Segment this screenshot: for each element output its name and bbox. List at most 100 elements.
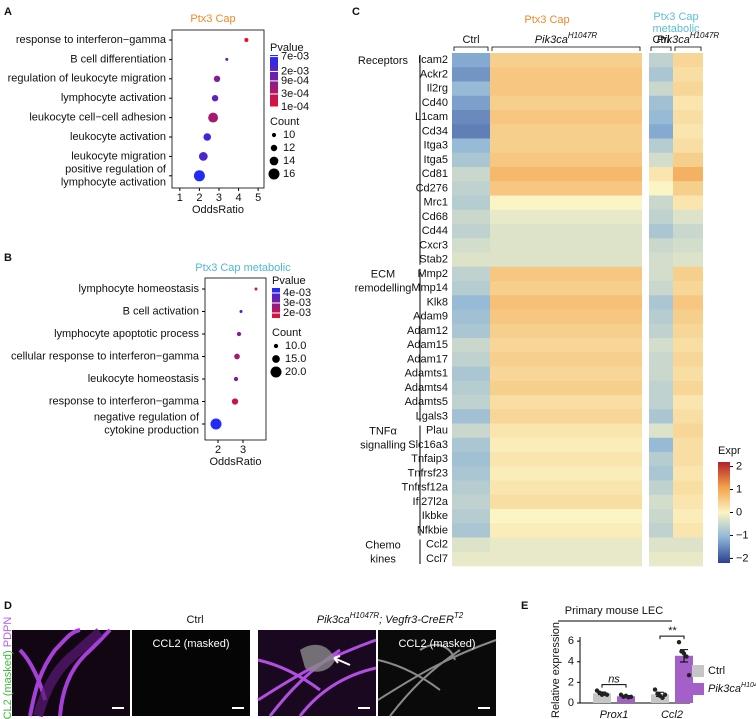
- bracket: [453, 46, 489, 51]
- heat-cell: [649, 209, 673, 225]
- data-point: [676, 639, 682, 645]
- heat-cell: [452, 437, 490, 453]
- bar: [593, 693, 611, 703]
- heat-cell: [490, 124, 642, 139]
- size-label: 16: [283, 168, 295, 180]
- gene-label: Adam15: [407, 339, 448, 351]
- heat-cell: [673, 53, 703, 68]
- gene-label: Cxcr3: [419, 239, 448, 251]
- data-point: [662, 692, 668, 697]
- term-label: positive regulation of lymphocyte activat…: [61, 163, 167, 188]
- panel-label: E: [521, 600, 528, 612]
- size-key: [272, 355, 280, 363]
- gene-label: Ccl2: [426, 539, 448, 551]
- heat-cell: [673, 338, 703, 353]
- heat-cell: [649, 494, 673, 510]
- heat-cell: [490, 138, 642, 154]
- heat-cell: [673, 466, 703, 481]
- heat-cell: [490, 53, 642, 68]
- heat-cell: [490, 352, 642, 367]
- y-tick-label: 6: [568, 635, 574, 647]
- data-point: [628, 694, 634, 700]
- gene-label: Cd44: [422, 225, 448, 237]
- label-line: lymphocyte activation: [61, 176, 166, 188]
- gene-label: Plau: [426, 425, 448, 437]
- gene-label: Ccl7: [426, 553, 448, 565]
- heat-cell: [490, 309, 642, 325]
- gene-label: Adam12: [407, 325, 448, 337]
- heat-cell: [490, 523, 642, 538]
- size-label: 14: [283, 155, 295, 167]
- dot: [234, 353, 240, 360]
- heat-cell: [452, 53, 490, 68]
- x-tick-label: 3: [216, 192, 222, 204]
- heat-cell: [649, 181, 673, 196]
- colorbar-label: 1e-04: [281, 101, 309, 113]
- data-point: [681, 651, 687, 656]
- size-key: [270, 144, 278, 152]
- y-axis-label: Relative expression: [550, 622, 562, 718]
- term-label: response to interferon−gamma: [49, 395, 200, 407]
- heat-cell: [490, 295, 642, 310]
- size-key: [269, 156, 279, 166]
- y-tick-label: 2: [568, 676, 574, 688]
- heat-cell: [452, 67, 490, 82]
- plot-title: Ptx3 Cap metabolic: [195, 262, 291, 274]
- column-title: Ctrl: [186, 614, 203, 626]
- vessel: [257, 638, 377, 717]
- x-tick-label: 2: [196, 192, 202, 204]
- heat-cell: [649, 309, 673, 325]
- heat-cell: [452, 138, 490, 154]
- heat-cell: [452, 551, 490, 567]
- column-label: Pik3caH1047R: [535, 31, 598, 46]
- y-tick-label: 4: [568, 656, 574, 668]
- heat-cell: [490, 466, 642, 481]
- x-tick-label: 2: [215, 444, 221, 456]
- heat-cell: [673, 238, 703, 253]
- x-tick-label: 4: [235, 192, 241, 204]
- heat-cell: [649, 523, 673, 538]
- heat-cell: [452, 110, 490, 125]
- gene-label: Tnfrsf12a: [402, 482, 449, 494]
- heat-cell: [649, 295, 673, 310]
- legend-title: Count: [270, 116, 299, 128]
- dot: [203, 133, 212, 141]
- gene-label: Itga3: [424, 140, 448, 152]
- legend-title: Pvalue: [272, 275, 306, 287]
- heat-cell: [649, 152, 673, 168]
- gene-label: Cd40: [422, 97, 448, 109]
- heat-cell: [673, 167, 703, 182]
- term-label: negative regulation of cytokine productio…: [94, 411, 200, 436]
- colorbar-label: 2e-03: [281, 65, 309, 77]
- microscopy-images: [12, 628, 497, 718]
- heat-cell: [490, 252, 642, 268]
- heat-cell: [452, 452, 490, 467]
- panel-label: A: [4, 6, 12, 18]
- gene-label: Ifi27l2a: [413, 496, 449, 508]
- heat-cell: [490, 551, 642, 567]
- heat-cell: [649, 323, 673, 339]
- data-point: [686, 672, 692, 678]
- heat-cell: [673, 551, 703, 567]
- colorbar-label: −1: [736, 529, 749, 541]
- ccl2-signal: [300, 644, 335, 672]
- term-label: B cell activation: [123, 305, 199, 317]
- gene-label: Slc16a3: [408, 439, 448, 451]
- group-label: Receptors: [358, 55, 409, 67]
- gene-label: Cd34: [422, 125, 448, 137]
- gene-label: Lgals3: [416, 410, 448, 422]
- panel-label: C: [352, 6, 360, 18]
- label-line: positive regulation of: [65, 163, 167, 175]
- heat-cell: [673, 95, 703, 111]
- colorbar-label: 3e-04: [281, 88, 309, 100]
- heat-cell: [649, 224, 673, 239]
- term-label: lymphocyte homeostasis: [79, 283, 200, 295]
- term-label: leukocyte activation: [70, 131, 166, 143]
- significance-label: ns: [608, 674, 620, 686]
- heat-cell: [452, 224, 490, 239]
- heat-cell: [452, 409, 490, 424]
- y-tick-label: 0: [568, 697, 574, 709]
- image-tile: [132, 630, 250, 716]
- heat-cell: [490, 266, 642, 282]
